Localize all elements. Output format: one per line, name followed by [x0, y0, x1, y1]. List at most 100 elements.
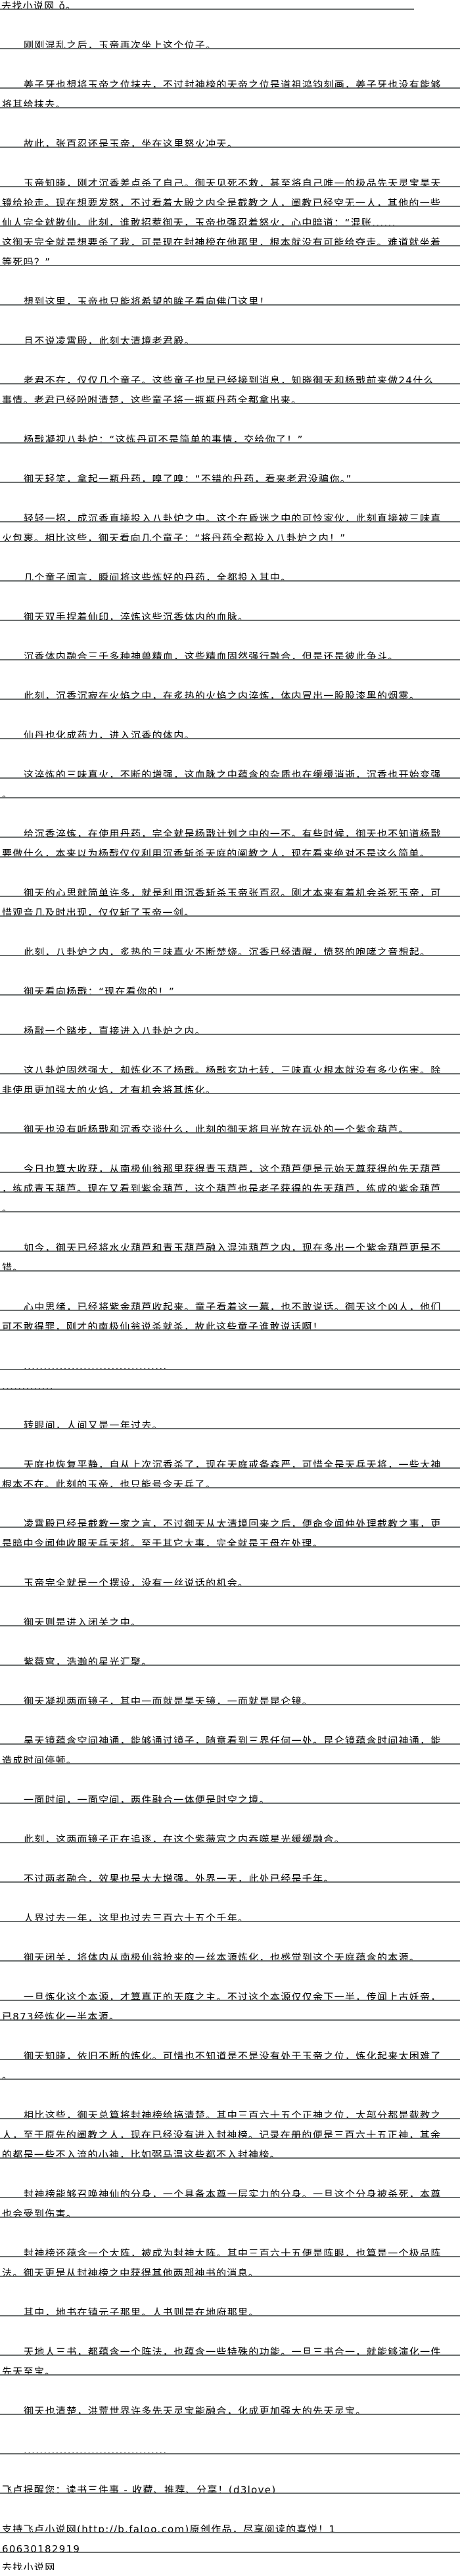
text-line: 此刻，这两面镜子正在追逐，在这个紫薇宫之内吞噬星光缓缓融合。 [0, 1824, 460, 1843]
text-line: .................................... [0, 1350, 460, 1370]
paragraph-text: 相比这些，御天总算将封神榜给搞清楚。其中三百六十五个正神之位，大部分都是截教之 [24, 2109, 442, 2119]
paragraph: 御天则是进入闭关之中。 [0, 1607, 460, 1626]
text-line: 御天轻笑，拿起一瓶丹药，嗅了嗅：“不错的丹药，看来老君没骗你。” [0, 463, 460, 483]
paragraph-text: 惜观音几及时出现，仅仅斩了玉帝一剑。 [2, 907, 195, 917]
paragraph: 今日也算大收获，从南极仙翁那里获得青玉葫芦，这个葫芦便是元始天尊获得的先天葫芦 ，… [0, 1153, 460, 1212]
text-line: 火包裹。相比这些，御天看向几个童子：“将丹药全都投入八卦炉之内！” [0, 522, 460, 542]
text-line: 封神榜能够召唤神仙的分身，一个具备本尊一层实力的分身。一旦这个分身被杀死，本尊 [0, 2178, 460, 2198]
paragraph: 这八卦炉固然强大，却炼化不了杨戬。杨戬玄功七转，三味真火根本就没有多少伤害。除非… [0, 1055, 460, 1094]
paragraph: 仙丹也化成药力，进入沉香的体内。 [0, 720, 460, 739]
paragraph-text: 是暗中令闻仲收服天兵天将。至于其它大事，完全就是王母在处理。 [2, 1538, 324, 1548]
text-line: 御天凝视两面镜子，其中一面就是昊天镜，一面就是昆仑镜。 [0, 1686, 460, 1705]
paragraph-text: 要做什么，本来以为杨戬仅仅利用沉香斩杀天庭的阐教之人，现在看来绝对不是这么简单。 [2, 848, 431, 858]
paragraph-text: 御天看向杨戬：“现在看你的！” [24, 986, 175, 996]
paragraph-text: 御天则是进入闭关之中。 [24, 1617, 142, 1626]
paragraph: 此刻，八卦炉之内，炙热的三味真火不断焚烧。沉香已经清醒，愤怒的咆哮之音想起。 [0, 936, 460, 956]
text-line: 一面时间，一面空间，两件融合一体便是时空之境。 [0, 1784, 460, 1804]
paragraph-text: 一面时间，一面空间，两件融合一体便是时空之境。 [24, 1794, 270, 1804]
paragraph-text: 天地人三书，都蕴含一个阵法，也蕴含一些特殊的功能。一旦三书合一，就能够演化一件 [24, 2346, 442, 2356]
text-line: .................................... [0, 2435, 460, 2454]
paragraph: 心中思绪，已经将紫金葫芦收起来。童子看着这一幕，也不敢说话。御天这个凶人，他们可… [0, 1291, 460, 1331]
paragraph-text: 如今，御天已经将水火葫芦和青玉葫芦融入混沌葫芦之内，现在多出一个紫金葫芦更是不 [24, 1242, 442, 1252]
paragraph-text: 这淬炼的三味真火，不断的增强，这血脉之中蕴含的杂质也在缓缓消逝，沉香也开始变强 [24, 769, 442, 779]
text-line: 几个童子闻言，瞬间将这些炼好的丹药，全都投入其中。 [0, 562, 460, 582]
text-line: 先天至宝。 [0, 2356, 460, 2376]
paragraph-text: 根本不在。此刻的玉帝，也只能号令天兵了。 [2, 1479, 217, 1488]
footer-support-text[interactable]: 支持飞卢小说网(http://b.faloo.com)原创作品，尽享阅读的喜悦！… [2, 2523, 336, 2533]
paragraph-text: 玉帝完全就是一个摆设，没有一丝说话的机会。 [24, 1577, 249, 1587]
text-line: 御天的心思就简单许多，就是利用沉香斩杀玉帝张百忍。刚才本来有着机会杀死玉帝，可 [0, 877, 460, 897]
paragraph-text: ，练成青玉葫芦。现在又看到紫金葫芦，这个葫芦也是老子获得的先天葫芦，练成的紫金葫… [2, 1183, 442, 1193]
footer: 飞卢提醒您：读书三件事 - 收藏、推荐、分享！(d3love) 支持飞卢小说网(… [0, 2474, 460, 2570]
text-line: 错。 [0, 1252, 460, 1272]
text-line: 镜给抢走。现在想要发怒，不过看着大殿之内全是截教之人，阐教已经空无一人，其他的一… [0, 187, 460, 207]
text-line: 刚刚混乱之后，玉帝再次坐上这个位子。 [0, 30, 460, 49]
paragraph: 御天轻笑，拿起一瓶丹药，嗅了嗅：“不错的丹药，看来老君没骗你。” [0, 463, 460, 483]
paragraph: 天庭也恢复平静，自从上次沉香杀了，现在天庭戒备森严，可惜全是天兵天将，一些大神根… [0, 1449, 460, 1488]
text-line: 天地人三书，都蕴含一个阵法，也蕴含一些特殊的功能。一旦三书合一，就能够演化一件 [0, 2336, 460, 2356]
text-line: 御天看向杨戬：“现在看你的！” [0, 976, 460, 996]
text-line: 这八卦炉固然强大，却炼化不了杨戬。杨戬玄功七转，三味真火根本就没有多少伤害。除 [0, 1055, 460, 1074]
footer-support-number: 60630182919 [2, 2543, 81, 2553]
paragraph-text: 御天也清楚，洪荒世界许多先天灵宝能融合，化成更加强大的先天灵宝。 [24, 2405, 367, 2415]
text-line: 这御天完全就是想要杀了我，可是现在封神榜在他那里，根本就没有可能给夺走。难道就坐… [0, 227, 460, 246]
text-line: 紫薇宫，浩瀚的星光汇聚。 [0, 1646, 460, 1666]
paragraph: 御天看向杨戬：“现在看你的！” [0, 976, 460, 996]
text-line: 将其给抹去。 [0, 89, 460, 108]
paragraph-text: 人，至于原先的阐教之人，现在已经没有进入封神榜。记录在册的便是三百六十五正神，其… [2, 2129, 442, 2139]
paragraph: 御天凝视两面镜子，其中一面就是昊天镜，一面就是昆仑镜。 [0, 1686, 460, 1705]
paragraph-text: 此刻，沉香沉寂在火焰之中，在炙热的火焰之内淬炼，体内冒出一股股漆黑的烟雾。 [24, 690, 421, 700]
text-line: 转眼间，人间又是一年过去。 [0, 1410, 460, 1429]
text-line: 仙丹也化成药力，进入沉香的体内。 [0, 720, 460, 739]
paragraph-text: 也会受到伤害。 [2, 2208, 78, 2218]
text-line: 杨戬一个踏步，直接进入八卦炉之内。 [0, 1015, 460, 1035]
paragraph: 沉香体内融合三千多种神兽精血，这些精血固然强行融合，但是还是彼此争斗。 [0, 641, 460, 660]
text-line: 不过两者融合，效果也是大大增强。外界一天，此处已经是千年。 [0, 1863, 460, 1883]
paragraph: 故此，张百忍还是玉帝，坐在这里怒火冲天。 [0, 128, 460, 148]
paragraph-text: 故此，张百忍还是玉帝，坐在这里怒火冲天。 [24, 138, 239, 148]
paragraph-text: 刚刚混乱之后，玉帝再次坐上这个位子。 [24, 39, 217, 49]
text-line: 此刻，八卦炉之内，炙热的三味真火不断焚烧。沉香已经清醒，愤怒的咆哮之音想起。 [0, 936, 460, 956]
paragraph-text: 御天知晓，依旧不断的炼化。可惜也不知道是不是没有处于玉帝之位，炼化起来太困难了 [24, 2050, 442, 2060]
paragraph: 昊天镜蕴含空间神通，能够通过镜子，随意看到三界任何一处。昆仑镜蕴含时间神通，能造… [0, 1725, 460, 1764]
paragraph-text: 御天凝视两面镜子，其中一面就是昊天镜，一面就是昆仑镜。 [24, 1695, 313, 1705]
paragraph-text: 一旦炼化这个本源，才算真正的天庭之主。不过这个本源仅仅余下一半，传闻上古妖帝， [24, 1991, 442, 2001]
paragraph-text: 其中，地书在镇元子那里。人书则是在地府那里。 [24, 2307, 260, 2316]
paragraph-text: 镜给抢走。现在想要发怒，不过看着大殿之内全是截教之人，阐教已经空无一人，其他的一… [2, 197, 442, 207]
text-line: 已873经炼化一半本源。 [0, 2001, 460, 2021]
paragraph-text: .................................... [24, 2445, 168, 2454]
paragraph: 几个童子闻言，瞬间将这些炼好的丹药，全都投入其中。 [0, 562, 460, 582]
paragraph-text: 杨戬凝视八卦炉：“这炼丹可不是简单的事情，交给你了！” [24, 434, 304, 444]
text-line: 轻轻一招，成沉香直接投入八卦炉之中。这个在昏迷之中的可怜家伙，此刻直接被三味真 [0, 503, 460, 522]
paragraph: 玉帝完全就是一个摆设，没有一丝说话的机会。 [0, 1567, 460, 1587]
text-line: ............. [0, 1370, 460, 1390]
paragraph: 给沉香淬炼，在使用丹药，完全就是杨戬计划之中的一不。有些时候，御天也不知道杨戬要… [0, 818, 460, 858]
paragraph-text: 事情。老君已经吩咐清楚，这些童子将一瓶瓶丹药全都拿出来。 [2, 394, 302, 404]
paragraph: 转眼间，人间又是一年过去。 [0, 1410, 460, 1429]
text-line: 一旦炼化这个本源，才算真正的天庭之主。不过这个本源仅仅余下一半，传闻上古妖帝， [0, 1981, 460, 2001]
footer-site-name[interactable]: 去找小说网 [2, 2562, 56, 2570]
paragraph-text: 。 [2, 1203, 13, 1212]
paragraph-text: 先天至宝。 [2, 2366, 56, 2376]
paragraph: 如今，御天已经将水火葫芦和青玉葫芦融入混沌葫芦之内，现在多出一个紫金葫芦更是不错… [0, 1232, 460, 1272]
paragraph-text: 姜子牙也想将玉帝之位抹去，不过封神榜的天帝之位是道祖鸿钧刻画，姜子牙也没有能够 [24, 79, 442, 89]
paragraph: 紫薇宫，浩瀚的星光汇聚。 [0, 1646, 460, 1666]
text-line: 想到这里，玉帝也只能将希望的眸子看向佛门这里！ [0, 286, 460, 306]
paragraph: 封神榜还蕴含一个大阵，被成为封神大阵。其中三百六十五便是阵眼，也算是一个极品阵法… [0, 2238, 460, 2277]
paragraph: 想到这里，玉帝也只能将希望的眸子看向佛门这里！ [0, 286, 460, 306]
paragraph-text: 错。 [2, 1262, 24, 1272]
text-line: 。 [0, 779, 460, 798]
text-line: 惜观音几及时出现，仅仅斩了玉帝一剑。 [0, 897, 460, 917]
paragraph: 且不说凌霄殿，此刻太清境老君殿。 [0, 325, 460, 345]
text-line: 且不说凌霄殿，此刻太清境老君殿。 [0, 325, 460, 345]
paragraph: 这淬炼的三味真火，不断的增强，这血脉之中蕴含的杂质也在缓缓消逝，沉香也开始变强。 [0, 759, 460, 798]
text-line: 人界过去一年，这里也过去三百六十五个千年。 [0, 1902, 460, 1922]
text-line: 仙人完全就散仙。此刻，谁敢招惹御天，玉帝也强忍着怒火，心中暗道：“混账.....… [0, 207, 460, 227]
paragraph-text: 心中思绪，已经将紫金葫芦收起来。童子看着这一幕，也不敢说话。御天这个凶人，他们 [24, 1301, 442, 1311]
paragraph-text: 御天闭关，将体内从南极仙翁抢来的一丝本源炼化，也感觉到这个天庭蕴含的本源。 [24, 1952, 421, 1962]
text-line: 这淬炼的三味真火，不断的增强，这血脉之中蕴含的杂质也在缓缓消逝，沉香也开始变强 [0, 759, 460, 779]
text-line: 昊天镜蕴含空间神通，能够通过镜子，随意看到三界任何一处。昆仑镜蕴含时间神通，能 [0, 1725, 460, 1745]
paragraph-text: 御天也没有听杨戬和沉香交谈什么，此刻的御天将目光放在远处的一个紫金葫芦。 [24, 1124, 409, 1134]
paragraph: 御天知晓，依旧不断的炼化。可惜也不知道是不是没有处于玉帝之位，炼化起来太困难了。 [0, 2040, 460, 2080]
paragraph-text: 紫薇宫，浩瀚的星光汇聚。 [24, 1656, 152, 1666]
